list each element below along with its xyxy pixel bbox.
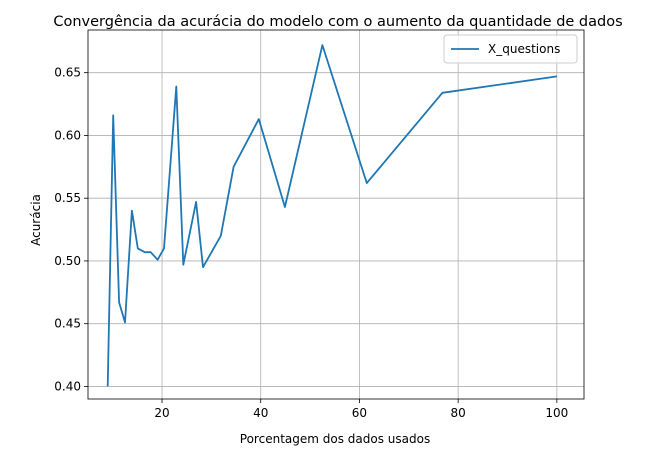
y-tick-label: 0.55 (54, 191, 81, 205)
y-tick-label: 0.50 (54, 254, 81, 268)
x-tick-label: 60 (352, 406, 367, 420)
x-tick-label: 100 (545, 406, 568, 420)
x-tick-label: 40 (253, 406, 268, 420)
plot-area (106, 44, 558, 387)
legend: X_questions (443, 34, 578, 64)
legend-label-x-questions: X_questions (488, 42, 560, 56)
axis-ticks: 20 40 60 80 100 0.40 0.45 0.50 0.55 0.60 0.65 (54, 66, 568, 420)
x-tick-label: 20 (154, 406, 169, 420)
grid (88, 30, 584, 399)
y-tick-label: 0.45 (54, 317, 81, 331)
y-axis-label: Acurácia (29, 194, 43, 246)
x-axis-label: Porcentagem dos dados usados (240, 432, 430, 446)
legend-box (443, 34, 578, 64)
y-tick-label: 0.40 (54, 379, 81, 393)
x-tick-label: 80 (451, 406, 466, 420)
axes-frame (87, 29, 585, 400)
series-line-x-questions (106, 44, 558, 387)
chart-title: Convergência da acurácia do modelo com o… (53, 14, 622, 30)
y-tick-label: 0.60 (54, 128, 81, 142)
y-tick-label: 0.65 (54, 66, 81, 80)
